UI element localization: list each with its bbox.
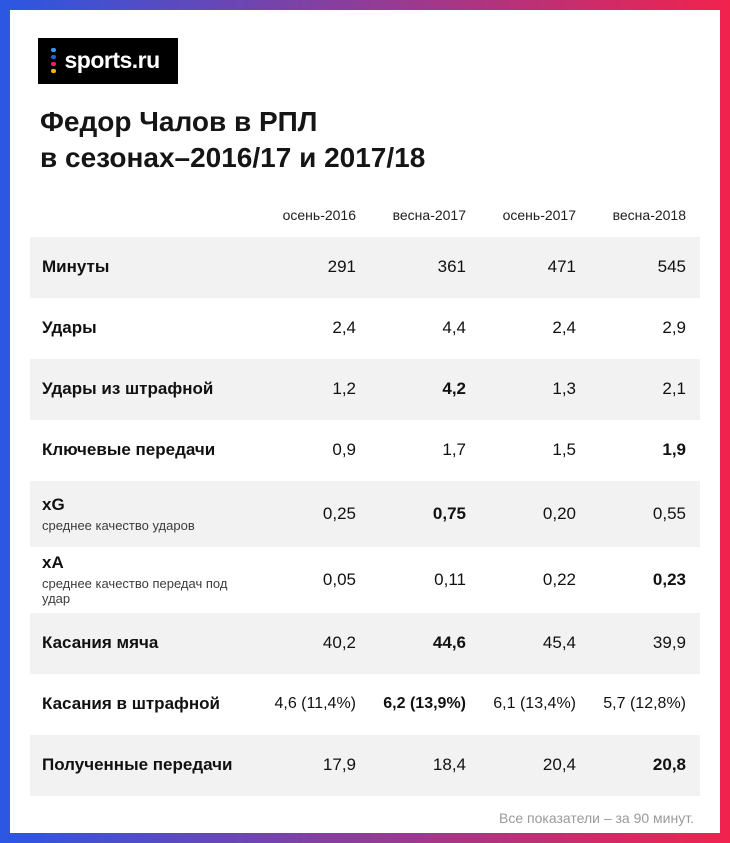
stat-value: 4,2	[442, 379, 466, 399]
stat-value: 2,4	[552, 318, 576, 338]
stat-value: 0,25	[322, 503, 356, 523]
sports-ru-logo-text: sports.ru	[64, 47, 161, 73]
stat-value: 4,6 (11,4%)	[274, 695, 356, 713]
column-header: осень-2017	[502, 206, 576, 223]
table-row: Удары из штрафной 1,2 4,2 1,3 2,1	[30, 358, 700, 420]
stat-value: 0,23	[652, 569, 686, 589]
stat-label: Удары из штрафной	[42, 379, 214, 399]
column-header: весна-2017	[392, 206, 466, 223]
stat-label-text: xG	[42, 494, 65, 514]
stat-value: 361	[437, 257, 466, 277]
stat-value: 6,1 (13,4%)	[493, 695, 576, 713]
stat-label-text: xA	[42, 553, 64, 573]
stat-label: Касания в штрафной	[42, 694, 221, 714]
table-row: Удары 2,4 4,4 2,4 2,9	[30, 298, 700, 359]
stat-value: 2,9	[662, 318, 686, 338]
table-row: Ключевые передачи 0,9 1,7 1,5 1,9	[30, 420, 700, 481]
stat-value: 2,1	[662, 379, 686, 399]
stat-value: 0,9	[332, 440, 356, 460]
stat-sublabel: среднее качество передач под удар	[42, 576, 228, 607]
title-line-1: Федор Чалов в РПЛ	[40, 106, 318, 137]
sports-ru-logo: sports.ru	[38, 38, 178, 84]
column-header: осень-2016	[282, 206, 356, 223]
stat-value: 1,9	[662, 440, 686, 460]
stats-table: осень-2016 весна-2017 осень-2017 весна-2…	[30, 207, 700, 796]
stat-value: 0,55	[652, 503, 686, 523]
stat-value: 471	[547, 257, 576, 277]
table-row: Касания мяча 40,2 44,6 45,4 39,9	[30, 612, 700, 674]
table-row: Минуты 291 361 471 545	[30, 236, 700, 298]
stat-value: 44,6	[432, 633, 466, 653]
logo-dot-icon	[51, 54, 56, 60]
table-row: Касания в штрафной 4,6 (11,4%) 6,2 (13,9…	[30, 674, 700, 735]
stat-value: 291	[327, 257, 356, 277]
column-header: весна-2018	[612, 206, 686, 223]
stat-value: 0,05	[322, 569, 356, 589]
sports-ru-logo-dots-icon	[51, 47, 56, 74]
stat-value: 18,4	[432, 755, 466, 775]
stat-value: 39,9	[652, 633, 686, 653]
footnote: Все показатели – за 90 минут.	[499, 809, 694, 826]
stat-value: 0,20	[542, 503, 576, 523]
page-title: Федор Чалов в РПЛ в сезонах–2016/17 и 20…	[40, 104, 700, 177]
table-body: Минуты 291 361 471 545 Удары 2,4 4,4 2,4…	[30, 236, 700, 796]
stat-label: Минуты	[42, 257, 110, 277]
stat-value: 545	[657, 257, 686, 277]
stat-value: 1,7	[442, 440, 466, 460]
stat-value: 2,4	[332, 318, 356, 338]
stat-value: 6,2 (13,9%)	[383, 695, 466, 713]
stat-label: Касания мяча	[42, 633, 159, 653]
stat-value: 0,75	[432, 503, 466, 523]
logo-dot-icon	[51, 68, 56, 74]
logo-dot-icon	[51, 47, 56, 53]
stat-sublabel: среднее качество ударов	[42, 517, 195, 533]
stat-value: 45,4	[542, 633, 576, 653]
stat-value: 20,4	[542, 755, 576, 775]
logo-dot-icon	[51, 61, 56, 67]
stat-value: 17,9	[322, 755, 356, 775]
stat-value: 5,7 (12,8%)	[603, 695, 686, 713]
table-header-row: осень-2016 весна-2017 осень-2017 весна-2…	[30, 207, 700, 223]
table-row: xA среднее качество передач под удар 0,0…	[30, 547, 700, 613]
table-row: Полученные передачи 17,9 18,4 20,4 20,8	[30, 734, 700, 796]
stat-value: 0,22	[542, 569, 576, 589]
stat-label: xA среднее качество передач под удар	[42, 553, 248, 606]
stat-value: 0,11	[434, 569, 466, 589]
stat-value: 1,3	[552, 379, 576, 399]
stat-value: 20,8	[652, 755, 686, 775]
stat-label: xG среднее качество ударов	[42, 495, 248, 533]
stat-label: Полученные передачи	[42, 755, 233, 775]
infographic-card: sports.ru Федор Чалов в РПЛ в сезонах–20…	[10, 10, 720, 833]
stat-value: 40,2	[322, 633, 356, 653]
stat-label: Ключевые передачи	[42, 440, 216, 460]
stat-value: 1,5	[552, 440, 576, 460]
stat-label: Удары	[42, 318, 97, 338]
title-line-2: в сезонах–2016/17 и 2017/18	[40, 142, 426, 174]
stat-value: 4,4	[442, 318, 466, 338]
table-row: xG среднее качество ударов 0,25 0,75 0,2…	[30, 480, 700, 547]
stat-value: 1,2	[332, 379, 356, 399]
